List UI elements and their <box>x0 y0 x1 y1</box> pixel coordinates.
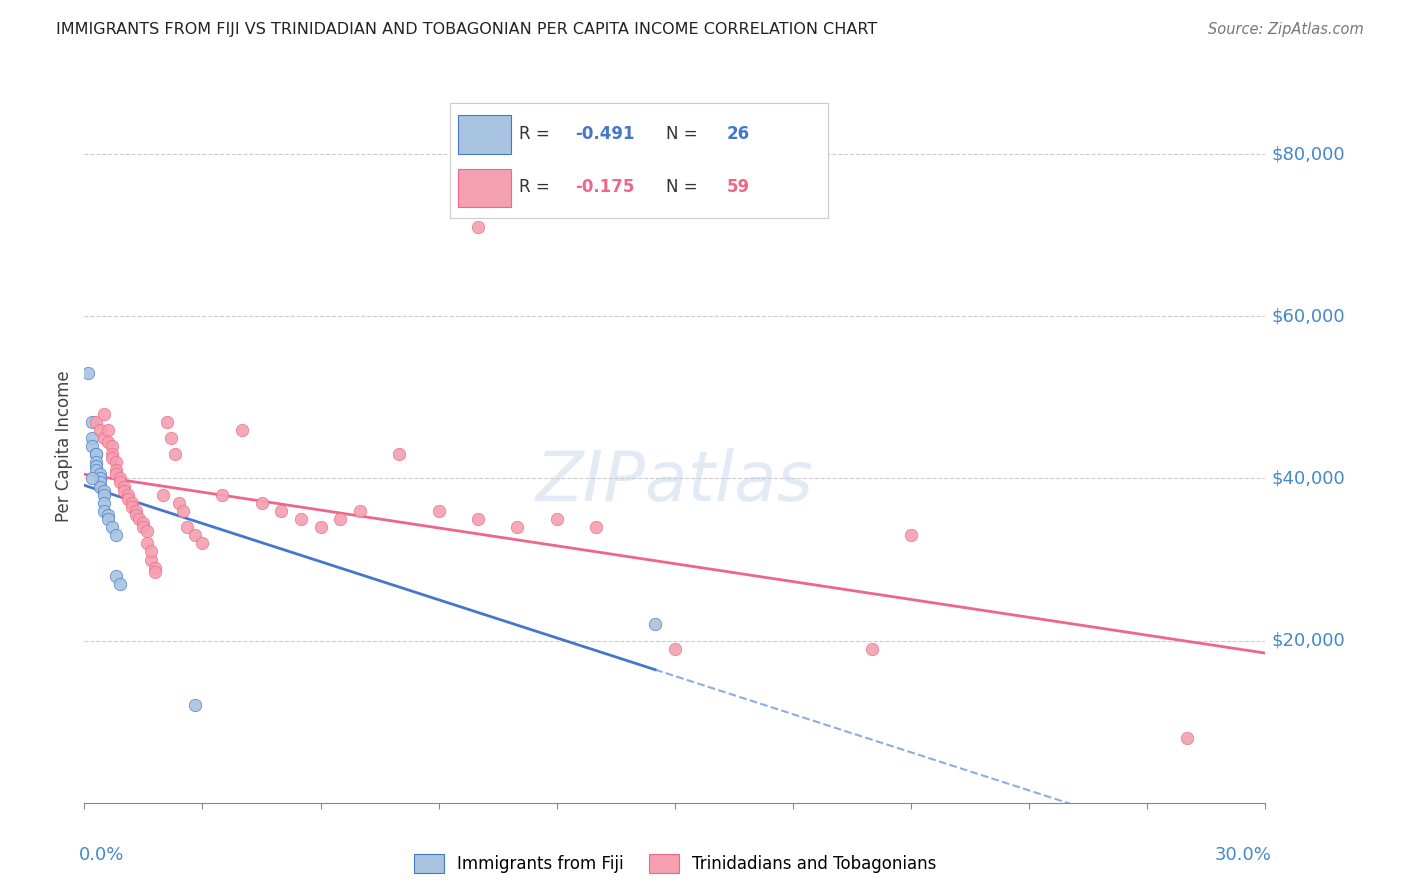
Point <box>97 434 120 449</box>
Point <box>1175 731 1198 745</box>
Point <box>349 504 371 518</box>
Point <box>104 463 127 477</box>
Point <box>183 698 205 713</box>
Point <box>84 447 107 461</box>
Text: $40,000: $40,000 <box>1271 469 1346 487</box>
Text: $80,000: $80,000 <box>1271 145 1346 163</box>
Point <box>89 475 111 490</box>
Point <box>82 415 104 429</box>
Point <box>93 407 115 421</box>
Point <box>388 447 411 461</box>
Point <box>900 528 922 542</box>
Point <box>160 431 183 445</box>
Point <box>250 496 273 510</box>
Point <box>427 504 450 518</box>
Point <box>143 565 166 579</box>
Point <box>97 512 120 526</box>
Point <box>506 520 529 534</box>
Y-axis label: Per Capita Income: Per Capita Income <box>55 370 73 522</box>
Point <box>93 488 115 502</box>
Point <box>132 520 155 534</box>
Point <box>152 488 174 502</box>
Point <box>84 463 107 477</box>
Point <box>231 423 253 437</box>
Point <box>211 488 233 502</box>
Point <box>84 447 107 461</box>
Point <box>89 479 111 493</box>
Text: IMMIGRANTS FROM FIJI VS TRINIDADIAN AND TOBAGONIAN PER CAPITA INCOME CORRELATION: IMMIGRANTS FROM FIJI VS TRINIDADIAN AND … <box>56 22 877 37</box>
Point <box>546 512 568 526</box>
Point <box>84 459 107 474</box>
Text: $60,000: $60,000 <box>1271 307 1346 326</box>
Point <box>89 471 111 485</box>
Point <box>93 431 115 445</box>
Point <box>467 220 489 235</box>
Point <box>104 528 127 542</box>
Text: $20,000: $20,000 <box>1271 632 1346 649</box>
Point <box>117 491 139 506</box>
Text: ZIPatlas: ZIPatlas <box>536 448 814 516</box>
Point <box>101 451 124 466</box>
Point <box>108 475 131 490</box>
Point <box>84 415 107 429</box>
Point <box>82 439 104 453</box>
Point <box>176 520 198 534</box>
Point <box>89 467 111 482</box>
Point <box>163 447 186 461</box>
Point <box>132 516 155 530</box>
Point <box>167 496 190 510</box>
Point <box>143 560 166 574</box>
Text: 0.0%: 0.0% <box>79 846 124 863</box>
Text: 30.0%: 30.0% <box>1215 846 1271 863</box>
Point <box>290 512 312 526</box>
Point <box>309 520 332 534</box>
Point <box>128 512 150 526</box>
Point <box>172 504 194 518</box>
Point <box>101 439 124 453</box>
Point <box>104 455 127 469</box>
Point <box>467 512 489 526</box>
Point <box>77 366 100 380</box>
Point <box>183 528 205 542</box>
Point <box>82 471 104 485</box>
Point <box>141 544 163 558</box>
Point <box>270 504 292 518</box>
Point <box>191 536 214 550</box>
Point <box>112 479 135 493</box>
Point <box>585 520 607 534</box>
Point <box>97 508 120 522</box>
Point <box>141 552 163 566</box>
Point <box>121 496 143 510</box>
Text: Source: ZipAtlas.com: Source: ZipAtlas.com <box>1208 22 1364 37</box>
Point <box>117 488 139 502</box>
Point <box>112 483 135 498</box>
Point <box>104 467 127 482</box>
Point <box>93 483 115 498</box>
Point <box>124 504 146 518</box>
Point <box>121 500 143 514</box>
Point <box>136 536 159 550</box>
Point <box>82 431 104 445</box>
Point <box>97 423 120 437</box>
Point <box>93 496 115 510</box>
Point <box>104 568 127 582</box>
Point <box>156 415 179 429</box>
Point <box>664 641 686 656</box>
Point <box>93 504 115 518</box>
Point <box>124 508 146 522</box>
Point <box>136 524 159 538</box>
Point <box>108 471 131 485</box>
Point <box>101 447 124 461</box>
Point <box>89 423 111 437</box>
Point <box>101 520 124 534</box>
Point <box>644 617 666 632</box>
Point <box>860 641 883 656</box>
Point <box>84 455 107 469</box>
Legend: Immigrants from Fiji, Trinidadians and Tobagonians: Immigrants from Fiji, Trinidadians and T… <box>406 847 943 880</box>
Point <box>108 577 131 591</box>
Point <box>329 512 352 526</box>
